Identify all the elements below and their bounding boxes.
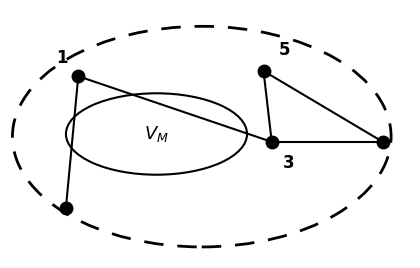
Text: 3: 3 [282,154,294,172]
Text: $V_M$: $V_M$ [144,124,169,144]
Text: 1: 1 [56,49,68,67]
Text: 5: 5 [278,41,290,59]
